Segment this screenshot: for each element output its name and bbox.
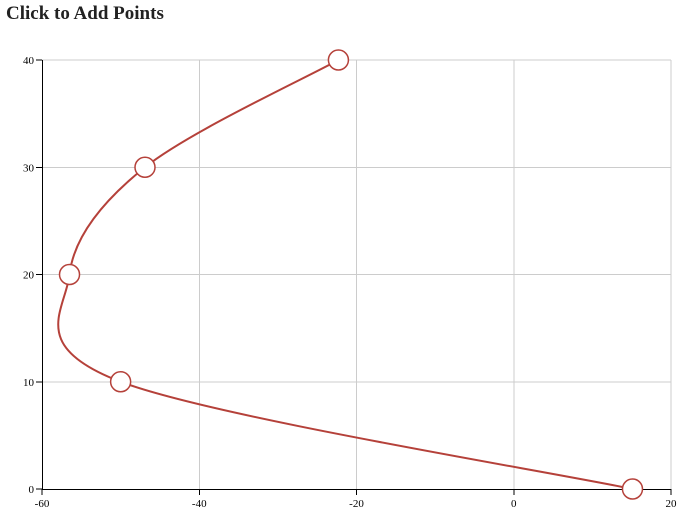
series — [57, 59, 633, 490]
y-tick-label: 30 — [23, 162, 35, 174]
y-tick-label: 40 — [23, 55, 35, 67]
series-line — [57, 59, 633, 490]
x-tick-label: -40 — [192, 498, 207, 510]
y-tick-label: 10 — [23, 377, 35, 389]
page-title: Click to Add Points — [6, 3, 164, 24]
x-tick-label: -60 — [35, 498, 50, 510]
x-tick-label: -20 — [349, 498, 364, 510]
data-point[interactable] — [621, 478, 644, 500]
y-tick-label: 0 — [29, 484, 35, 496]
grid — [42, 59, 672, 489]
points — [58, 49, 644, 500]
data-point[interactable] — [327, 49, 350, 71]
x-tick-label: 20 — [666, 498, 678, 510]
x-tick-label: 0 — [511, 498, 517, 510]
data-point[interactable] — [134, 156, 156, 178]
data-point[interactable] — [58, 263, 81, 286]
axes: -60 -40 -20 0 20 0 10 20 30 40 — [23, 55, 677, 510]
data-point[interactable] — [109, 371, 132, 393]
y-tick-label: 20 — [23, 270, 35, 282]
